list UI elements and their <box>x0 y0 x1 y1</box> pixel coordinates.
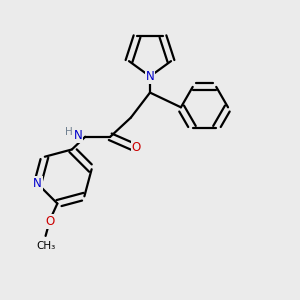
Text: O: O <box>131 141 141 154</box>
Text: O: O <box>45 215 55 228</box>
Text: CH₃: CH₃ <box>36 241 55 251</box>
Text: N: N <box>33 177 42 190</box>
Text: H: H <box>65 127 73 137</box>
Text: N: N <box>74 129 82 142</box>
Text: N: N <box>146 70 154 83</box>
